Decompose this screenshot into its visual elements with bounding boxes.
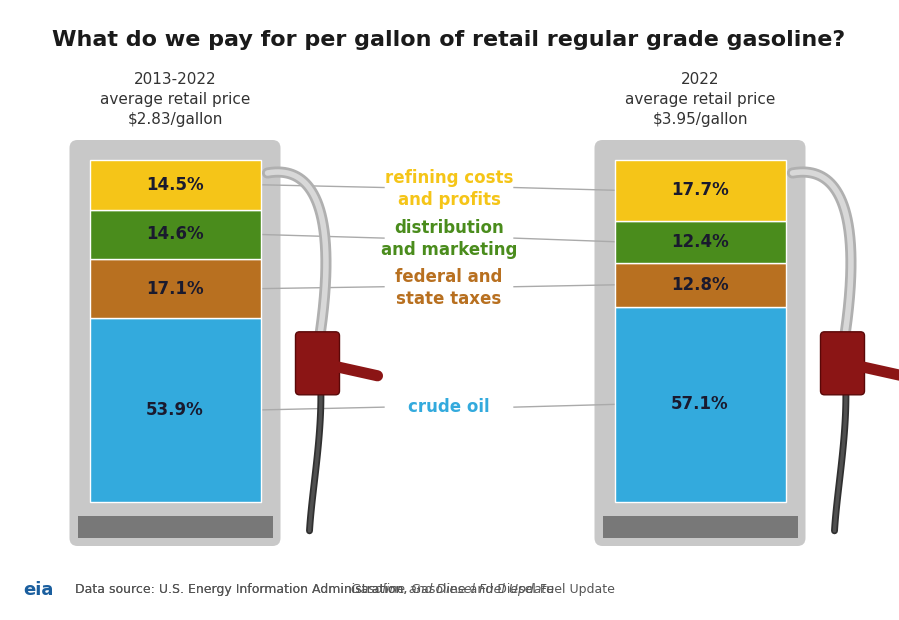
Text: 53.9%: 53.9% [147, 401, 204, 419]
Bar [615, 221, 786, 263]
Text: and profits: and profits [397, 190, 501, 208]
FancyBboxPatch shape [296, 332, 340, 395]
Text: 14.5%: 14.5% [147, 176, 204, 194]
Bar [90, 160, 261, 210]
Text: and marketing: and marketing [381, 241, 517, 259]
Bar [90, 210, 261, 259]
Text: distribution: distribution [394, 219, 503, 237]
Bar [615, 263, 786, 307]
Bar [90, 259, 261, 318]
Text: 12.8%: 12.8% [672, 276, 729, 294]
FancyBboxPatch shape [69, 140, 280, 546]
Text: 57.1%: 57.1% [672, 396, 729, 414]
Text: average retail price: average retail price [625, 92, 775, 107]
Text: Data source: U.S. Energy Information Administration,: Data source: U.S. Energy Information Adm… [75, 583, 412, 596]
Text: refining costs: refining costs [385, 169, 513, 187]
Text: 2013-2022: 2013-2022 [134, 72, 217, 87]
Text: eia: eia [22, 581, 53, 599]
Bar [615, 160, 786, 221]
Text: $2.83/gallon: $2.83/gallon [128, 112, 223, 127]
Text: federal and: federal and [396, 268, 503, 286]
Text: 17.1%: 17.1% [147, 280, 204, 298]
Text: crude oil: crude oil [408, 398, 490, 416]
Text: state taxes: state taxes [396, 290, 502, 308]
Text: Gasoline and Diesel Fuel Update: Gasoline and Diesel Fuel Update [351, 583, 554, 596]
FancyBboxPatch shape [594, 140, 806, 546]
Text: 2022: 2022 [681, 72, 719, 87]
Bar [90, 318, 261, 502]
Text: 12.4%: 12.4% [672, 232, 729, 250]
Text: Data source: U.S. Energy Information Administration, Gasoline and Diesel Fuel Up: Data source: U.S. Energy Information Adm… [75, 583, 615, 596]
Bar [602, 516, 797, 538]
Bar [615, 307, 786, 502]
Bar [77, 516, 272, 538]
Text: $3.95/gallon: $3.95/gallon [653, 112, 748, 127]
Text: 17.7%: 17.7% [672, 181, 729, 199]
Text: average retail price: average retail price [100, 92, 250, 107]
Text: 14.6%: 14.6% [147, 226, 204, 244]
Text: What do we pay for per gallon of retail regular grade gasoline?: What do we pay for per gallon of retail … [52, 30, 846, 50]
FancyBboxPatch shape [821, 332, 865, 395]
